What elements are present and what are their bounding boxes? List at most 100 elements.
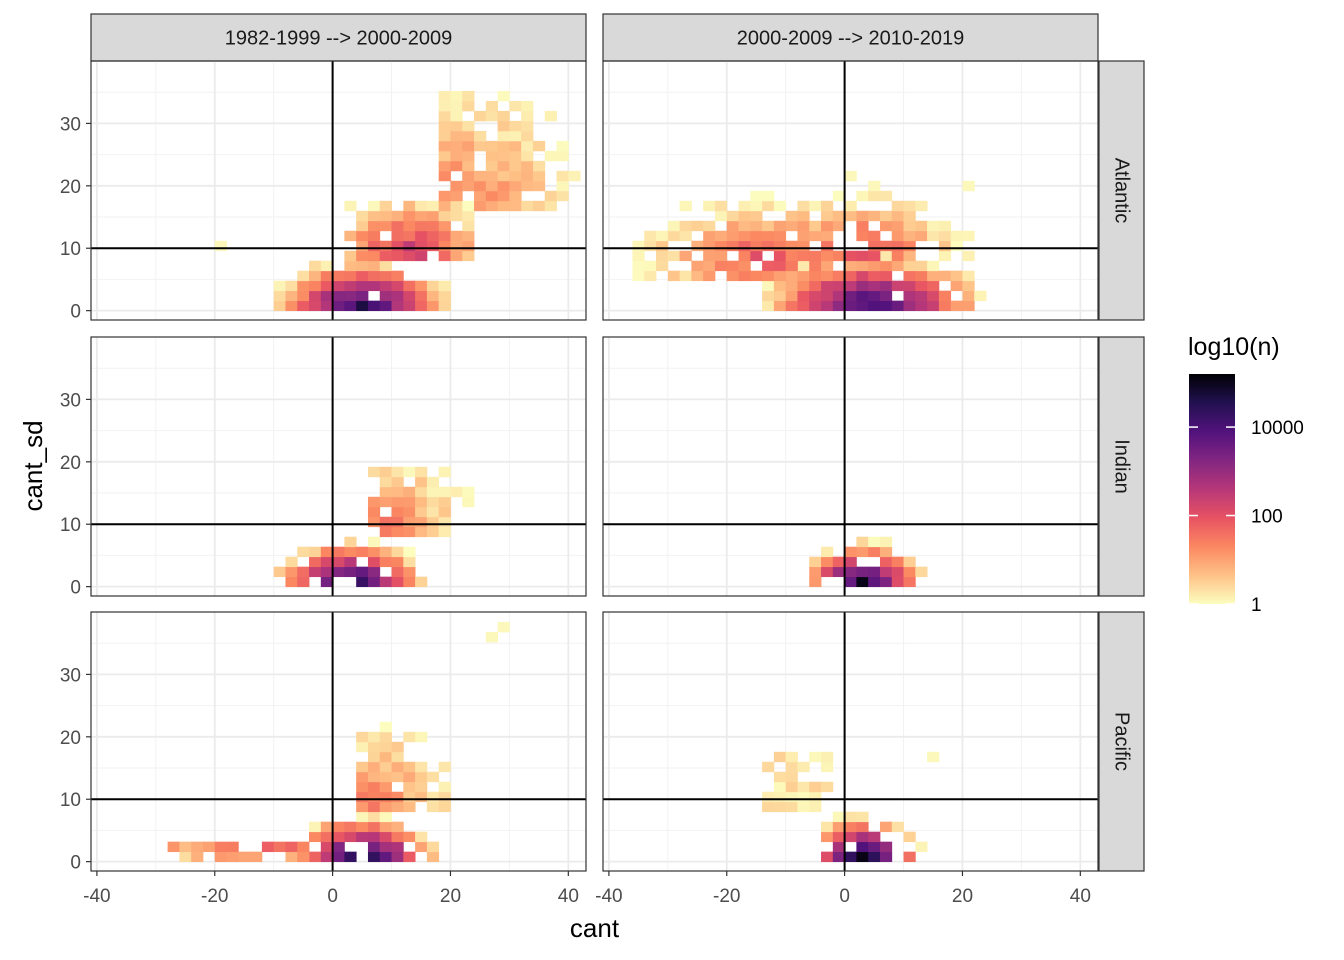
heatmap-bin	[485, 170, 499, 182]
heatmap-bin	[879, 220, 893, 232]
heatmap-bin	[309, 851, 322, 863]
heatmap-bin	[844, 280, 857, 292]
heatmap-bin	[379, 841, 392, 853]
heatmap-bin	[403, 210, 416, 222]
heatmap-bin	[379, 811, 392, 823]
heatmap-bin	[903, 220, 916, 232]
heatmap-bin	[309, 546, 322, 558]
heatmap-bin	[191, 851, 204, 863]
heatmap-bin	[320, 546, 334, 558]
y-tick-label: 30	[60, 390, 81, 411]
heatmap-bin	[703, 240, 716, 252]
heatmap-bin	[844, 546, 857, 558]
heatmap-bin	[426, 290, 440, 302]
heatmap-bin	[391, 761, 404, 773]
heatmap-bin	[403, 781, 416, 793]
heatmap-bin	[367, 260, 381, 272]
heatmap-bin	[474, 190, 487, 202]
heatmap-bin	[785, 801, 798, 813]
heatmap-bin	[415, 240, 428, 252]
heatmap-bin	[738, 200, 751, 212]
heatmap-bin	[332, 821, 345, 833]
heatmap-bin	[438, 300, 451, 312]
panel-border	[602, 336, 1099, 597]
heatmap-bin	[450, 110, 463, 122]
heatmap-bin	[521, 130, 534, 142]
heatmap-bin	[379, 731, 392, 743]
heatmap-bin	[879, 240, 893, 252]
heatmap-bin	[191, 841, 204, 853]
heatmap-bin	[844, 290, 857, 302]
heatmap-bin	[367, 771, 381, 783]
heatmap-bin	[868, 230, 881, 242]
heatmap-bin	[714, 250, 728, 262]
heatmap-bin	[962, 250, 975, 262]
heatmap-bin	[391, 230, 404, 242]
heatmap-bin	[797, 240, 810, 252]
heatmap-bin	[379, 556, 392, 568]
heatmap-bin	[403, 556, 416, 568]
heatmap-bin	[403, 791, 416, 803]
heatmap-bin	[797, 220, 810, 232]
heatmap-bin	[762, 260, 775, 272]
heatmap-bin	[367, 506, 381, 518]
heatmap-bin	[521, 150, 534, 162]
heatmap-bin	[367, 781, 381, 793]
heatmap-bin	[214, 240, 227, 252]
heatmap-bin	[891, 250, 904, 262]
heatmap-bin	[391, 801, 404, 813]
heatmap-bin	[785, 781, 798, 793]
heatmap-bin	[938, 230, 952, 242]
heatmap-bin	[285, 280, 298, 292]
heatmap-bin	[809, 556, 822, 568]
heatmap-bin	[509, 150, 522, 162]
x-tick-label: 0	[839, 886, 850, 907]
heatmap-bin	[509, 140, 522, 152]
heatmap-bin	[332, 851, 345, 863]
heatmap-bin	[379, 300, 392, 312]
heatmap-bin	[403, 250, 416, 262]
heatmap-bin	[797, 250, 810, 262]
heatmap-bin	[950, 230, 963, 242]
heatmap-bin	[738, 230, 751, 242]
heatmap-bin	[962, 270, 975, 282]
heatmap-bin	[356, 250, 369, 262]
heatmap-bin	[785, 290, 798, 302]
heatmap-bin	[415, 280, 428, 292]
heatmap-bin	[644, 230, 657, 242]
heatmap-bin	[379, 526, 392, 538]
heatmap-bin	[320, 851, 334, 863]
heatmap-bin	[868, 180, 881, 192]
heatmap-bin	[344, 230, 357, 242]
heatmap-bin	[332, 841, 345, 853]
heatmap-bin	[462, 120, 475, 132]
heatmap-bin	[356, 280, 369, 292]
heatmap-bin	[462, 90, 475, 102]
heatmap-bin	[962, 300, 975, 312]
heatmap-bin	[438, 250, 451, 262]
heatmap-bin	[391, 741, 404, 753]
heatmap-bin	[261, 841, 275, 853]
legend-colorbar	[1189, 374, 1235, 604]
heatmap-bin	[391, 516, 404, 528]
heatmap-bin	[532, 170, 546, 182]
heatmap-bin	[450, 100, 463, 112]
heatmap-bin	[868, 190, 881, 202]
heatmap-bin	[879, 576, 893, 588]
heatmap-bin	[391, 220, 404, 232]
heatmap-bin	[632, 240, 645, 252]
heatmap-bin	[785, 771, 798, 783]
heatmap-bin	[556, 180, 569, 192]
heatmap-bin	[356, 811, 369, 823]
heatmap-bin	[632, 260, 645, 272]
heatmap-bin	[927, 290, 940, 302]
heatmap-bin	[868, 576, 881, 588]
heatmap-bin	[438, 791, 451, 803]
heatmap-bin	[785, 300, 798, 312]
heatmap-bin	[403, 496, 416, 508]
heatmap-bin	[426, 200, 440, 212]
legend: log10(n) 1 100 10000	[1188, 333, 1304, 616]
heatmap-bin	[344, 831, 357, 843]
heatmap-bin	[320, 556, 334, 568]
heatmap-bin	[415, 781, 428, 793]
